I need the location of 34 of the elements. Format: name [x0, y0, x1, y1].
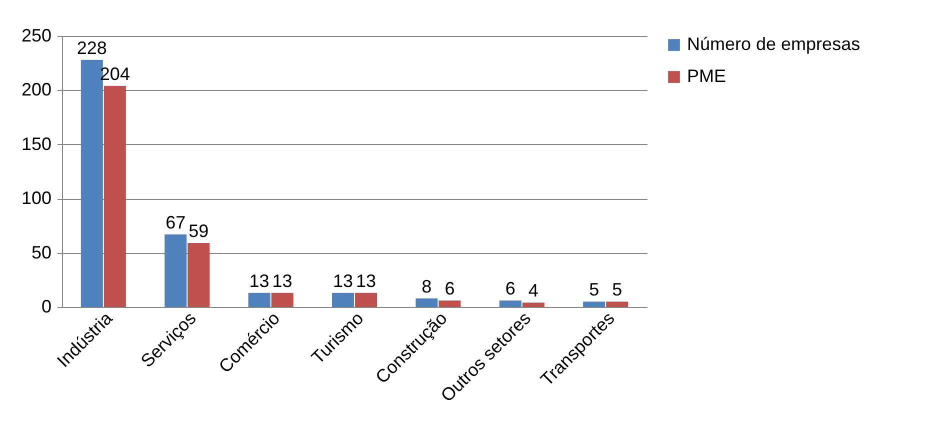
- data-label: 6: [505, 278, 516, 298]
- data-label: 8: [422, 276, 432, 296]
- bar: [104, 86, 126, 307]
- data-label: 13: [332, 270, 354, 291]
- y-tick-label: 200: [21, 80, 52, 100]
- bar: [164, 234, 187, 307]
- bar: [522, 302, 544, 307]
- data-label: 4: [528, 280, 538, 301]
- bar: [499, 300, 522, 307]
- y-tick-label: 0: [41, 296, 52, 316]
- y-tick-label: 150: [21, 134, 52, 154]
- bar: [248, 292, 270, 307]
- y-tick-label: 50: [31, 242, 52, 262]
- bar: [416, 298, 438, 307]
- data-label: 5: [589, 280, 600, 300]
- legend-label: Número de empresas: [687, 34, 860, 54]
- data-label: 5: [612, 280, 622, 300]
- data-label: 13: [356, 270, 376, 291]
- y-tick-label: 250: [21, 26, 52, 46]
- data-label: 59: [188, 221, 209, 242]
- legend-label: PME: [687, 66, 726, 86]
- data-label: 67: [166, 212, 186, 232]
- bar: [606, 302, 628, 307]
- data-label: 13: [249, 270, 270, 291]
- data-label: 6: [444, 278, 455, 298]
- bar: [355, 292, 378, 307]
- bar: [438, 300, 461, 307]
- data-label: 13: [272, 270, 292, 291]
- bar: [271, 292, 294, 307]
- bar: [332, 292, 354, 307]
- y-tick-label: 100: [21, 188, 52, 208]
- data-label: 228: [76, 38, 107, 58]
- bar: [188, 243, 210, 307]
- bar: [583, 302, 606, 307]
